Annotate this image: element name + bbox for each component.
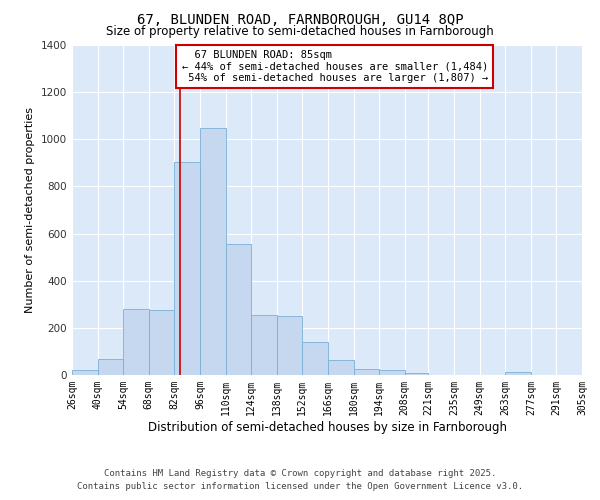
Bar — [226, 244, 251, 375]
Bar — [353, 369, 379, 375]
Bar — [277, 316, 302, 375]
Bar — [98, 358, 123, 375]
Bar — [149, 310, 175, 375]
Bar — [200, 128, 226, 375]
Bar — [251, 315, 277, 375]
X-axis label: Distribution of semi-detached houses by size in Farnborough: Distribution of semi-detached houses by … — [148, 420, 506, 434]
Bar — [72, 370, 98, 375]
Bar — [302, 342, 328, 375]
Text: 67, BLUNDEN ROAD, FARNBOROUGH, GU14 8QP: 67, BLUNDEN ROAD, FARNBOROUGH, GU14 8QP — [137, 12, 463, 26]
Text: Size of property relative to semi-detached houses in Farnborough: Size of property relative to semi-detach… — [106, 25, 494, 38]
Text: Contains HM Land Registry data © Crown copyright and database right 2025.
Contai: Contains HM Land Registry data © Crown c… — [77, 470, 523, 491]
Bar — [505, 372, 531, 375]
Y-axis label: Number of semi-detached properties: Number of semi-detached properties — [25, 107, 35, 313]
Bar — [328, 360, 353, 375]
Bar — [123, 309, 149, 375]
Text: 67 BLUNDEN ROAD: 85sqm
← 44% of semi-detached houses are smaller (1,484)
 54% of: 67 BLUNDEN ROAD: 85sqm ← 44% of semi-det… — [182, 50, 488, 83]
Bar — [175, 162, 200, 375]
Bar — [379, 370, 404, 375]
Bar — [404, 372, 428, 375]
